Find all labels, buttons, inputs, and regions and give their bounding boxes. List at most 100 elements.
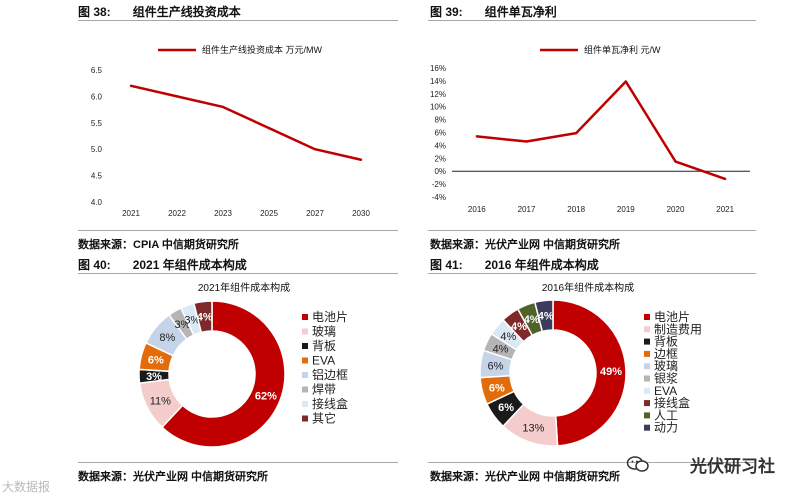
- fig39-ytick-label: 4%: [434, 141, 446, 150]
- fig41-slice-label: 4%: [511, 321, 527, 333]
- fig40-legend-swatch: [302, 401, 308, 407]
- fig41-slice-label: 4%: [538, 310, 554, 322]
- fig39-data-point: [723, 177, 727, 181]
- fig40-title-rule: [78, 273, 398, 274]
- fig41-slice-label: 4%: [524, 314, 540, 326]
- fig38-title-rule: [78, 20, 398, 21]
- fig38-ytick-label: 6.0: [91, 92, 103, 101]
- fig38-ytick-label: 4.5: [91, 172, 103, 181]
- fig38-xtick-label: 2027: [306, 209, 324, 218]
- fig40-legend-label: 接线盒: [312, 396, 348, 411]
- fig40-slice-label: 3%: [184, 314, 200, 326]
- fig39-ytick-label: 2%: [434, 154, 446, 163]
- fig39-xtick-label: 2016: [468, 205, 486, 214]
- fig38-xtick-label: 2021: [122, 209, 140, 218]
- fig41-slice-label: 6%: [498, 402, 514, 414]
- fig41-legend-label: 接线盒: [654, 395, 690, 410]
- fig41-legend-label: 电池片: [654, 310, 690, 324]
- fig38-number: 图 38:: [78, 5, 111, 19]
- fig41-legend-label: 制造费用: [654, 322, 702, 336]
- fig39-xtick-label: 2021: [716, 205, 734, 214]
- fig38-data-point: [221, 105, 225, 109]
- fig40-slice-8: [192, 300, 213, 334]
- fig40-slice-label: 6%: [148, 355, 164, 367]
- fig39-ytick-label: -2%: [432, 180, 446, 189]
- fig40-legend-label: 背板: [312, 339, 336, 353]
- fig41-title-rule: [428, 273, 756, 274]
- fig40-legend-swatch: [302, 314, 308, 320]
- fig41-legend-label: 背板: [654, 335, 678, 349]
- fig38-chart: 组件生产线投资成本 万元/MW 6.5 6.0 5.5 5.0 4.5 4.0 2021 202…: [91, 44, 371, 218]
- fig41-legend-label: 边框: [654, 347, 678, 361]
- fig41-slice-label: 49%: [600, 366, 622, 378]
- fig40-legend-label: 电池片: [312, 310, 348, 324]
- fig41-legend-label: 玻璃: [654, 359, 678, 373]
- fig40-legend-swatch: [302, 415, 308, 422]
- fig40-slice-label: 3%: [175, 319, 191, 331]
- fig40-legend-swatch: [302, 357, 308, 364]
- fig38-data-point: [359, 158, 363, 161]
- fig38-data-point: [129, 84, 133, 88]
- fig40-number: 图 40:: [78, 258, 111, 272]
- fig40-slice-label: 11%: [150, 395, 171, 407]
- fig41-legend-label: 银浆: [654, 371, 678, 386]
- fig38-data-point: [175, 95, 179, 98]
- fig41-legend-swatch: [644, 412, 650, 419]
- fig39-data-point: [525, 140, 528, 143]
- fig41-legend-swatch: [644, 326, 650, 333]
- fig38-xtick-label: 2025: [260, 209, 278, 218]
- fig38-ytick-label: 5.0: [91, 145, 103, 154]
- fig40-legend-label: 焊带: [312, 382, 336, 397]
- fig41-legend-swatch: [644, 338, 650, 345]
- fig41-source-rule: [428, 462, 756, 463]
- fig39-title: 图 39: 组件单瓦净利: [430, 3, 557, 20]
- fig39-ytick-label: 8%: [434, 116, 446, 125]
- fig38-ytick-label: 4.0: [91, 198, 103, 207]
- fig41-legend-label: EVA: [654, 384, 677, 398]
- fig38-source: 数据来源：CPIA 中信期货研究所: [78, 239, 239, 251]
- fig39-legend-label: 组件单瓦净利 元/W: [584, 44, 661, 55]
- fig39-ytick-label: -4%: [432, 193, 446, 202]
- fig40-legend-swatch: [302, 386, 308, 393]
- fig38-ytick-label: 6.5: [91, 66, 103, 75]
- fig38-ytick-label: 5.5: [91, 119, 103, 128]
- fig41-slice-label: 6%: [489, 382, 505, 394]
- fig41-slice-label: 4%: [493, 343, 509, 355]
- fig39-data-point: [475, 135, 479, 138]
- fig39-xtick-label: 2017: [518, 205, 536, 214]
- fig39-chart: 组件单瓦净利 元/W 16% 14% 12% 10% 8% 6% 4% 2% 0% -2% -4% 20…: [430, 44, 750, 214]
- fig41-legend-swatch: [644, 314, 650, 320]
- fig39-title-rule: [428, 20, 756, 21]
- fig40-title-text: 2021 年组件成本构成: [132, 258, 247, 272]
- fig40-slice-label: 8%: [159, 332, 175, 344]
- fig39-ytick-label: 16%: [430, 64, 446, 73]
- fig41-slice-label: 6%: [488, 361, 504, 373]
- fig39-data-point: [574, 131, 578, 135]
- fig39-source: 数据来源：光伏产业网 中信期货研究所: [430, 239, 621, 251]
- fig39-ytick-label: 6%: [434, 129, 446, 138]
- fig38-data-point: [313, 148, 317, 151]
- fig40-legend-label: EVA: [312, 354, 335, 368]
- fig41-legend-swatch: [644, 363, 650, 370]
- fig41-legend-swatch: [644, 375, 650, 382]
- fig40-legend-swatch: [302, 328, 308, 335]
- fig40-source-rule: [78, 462, 398, 463]
- fig39-title-text: 组件单瓦净利: [484, 5, 557, 19]
- fig39-ytick-label: 12%: [430, 90, 446, 99]
- fig40-legend-label: 其它: [312, 411, 336, 426]
- fig40-legend-swatch: [302, 372, 308, 378]
- fig39-number: 图 39:: [430, 5, 463, 19]
- fig41-slice-label: 4%: [500, 331, 516, 343]
- fig40-legend-label: 铝边框: [312, 367, 348, 382]
- fig40-slice-1: [160, 300, 286, 448]
- fig39-xtick-label: 2019: [617, 205, 635, 214]
- fig41-legend-swatch: [644, 400, 650, 407]
- fig41-pie-title: 2016年组件成本构成: [542, 281, 634, 294]
- fig41-legend-swatch: [644, 350, 650, 357]
- fig40-legend-label: 玻璃: [312, 325, 336, 339]
- fig38-source-rule: [78, 230, 398, 231]
- fig40-source: 数据来源：光伏产业网 中信期货研究所: [78, 471, 269, 483]
- fig41-number: 图 41:: [430, 258, 463, 272]
